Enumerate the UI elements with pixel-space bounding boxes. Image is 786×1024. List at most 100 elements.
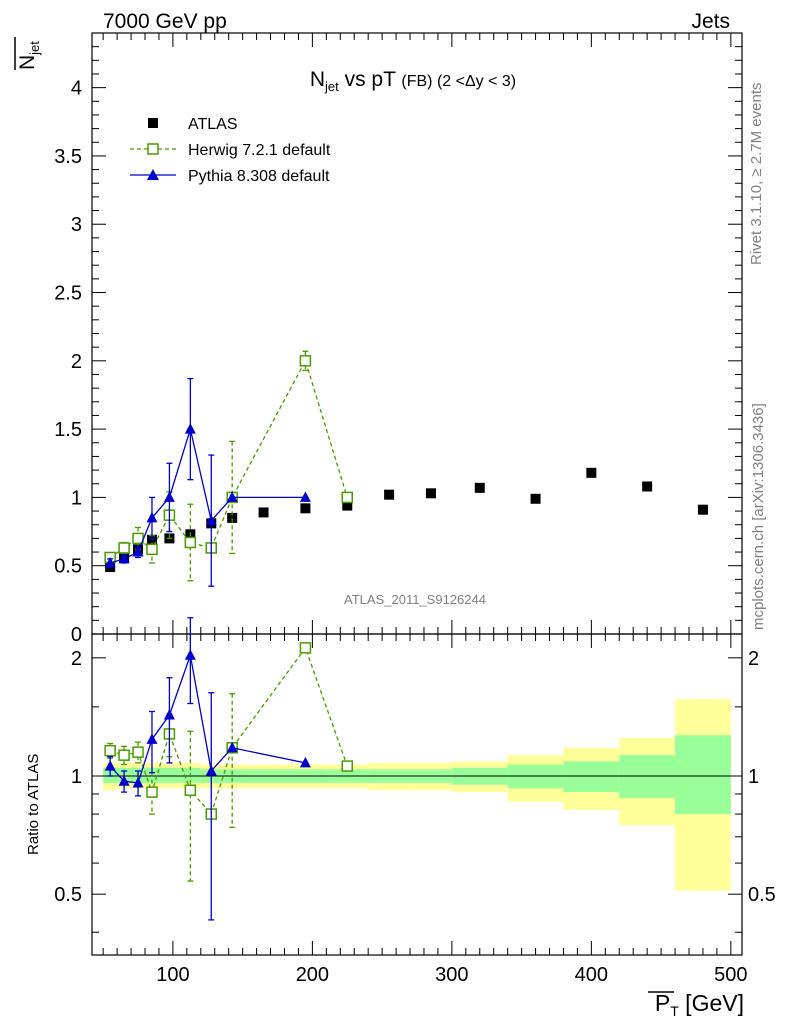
x-tick-label: 200 — [296, 964, 329, 986]
y-axis-label: Njet — [14, 37, 42, 70]
ratio-tick-label-right: 1 — [748, 766, 759, 788]
pythia-point — [184, 649, 196, 660]
band-inner — [158, 767, 180, 783]
pythia-point — [226, 491, 238, 502]
x-axis-label: PT [GeV] — [648, 990, 744, 1019]
ratio-y-axis-label: Ratio to ATLAS — [25, 754, 42, 855]
y-tick-label: 3.5 — [54, 146, 82, 168]
band-inner — [675, 735, 731, 815]
ratio-tick-label-right: 2 — [748, 648, 759, 670]
atlas-point — [474, 482, 485, 493]
legend-marker-atlas — [148, 118, 158, 128]
herwig-point — [299, 642, 312, 654]
ratio-tick-label: 2 — [71, 648, 82, 670]
pythia-point — [163, 491, 175, 502]
pythia-point — [104, 760, 116, 771]
legend-entry-pythia: Pythia 8.308 default — [130, 168, 330, 185]
pythia-point — [146, 511, 158, 523]
x-tick-label: 400 — [575, 964, 608, 986]
pythia-point — [226, 741, 238, 753]
y-tick-label: 1 — [71, 487, 82, 509]
title-mid: vs pT — [339, 68, 402, 91]
legend-entry-herwig: Herwig 7.2.1 default — [130, 142, 331, 159]
atlas-point — [642, 481, 653, 492]
pythia-point — [205, 764, 217, 776]
ylabel-sub: jet — [27, 41, 42, 56]
xlabel-sub: T — [670, 1003, 679, 1019]
svg-text:PT [GeV]: PT [GeV] — [655, 990, 744, 1019]
ratio-tick-label: 0.5 — [54, 884, 82, 906]
band-inner — [563, 761, 620, 793]
axes: 100 200 300 400 500 0 0.5 1 1.5 2 2.5 3 3.5 4 0.5 0.5 1 1… — [54, 32, 776, 986]
header-energy-label: 7000 GeV pp — [103, 10, 227, 33]
analysis-tag: ATLAS_2011_S9126244 — [344, 592, 486, 607]
pythia-point — [104, 556, 116, 568]
herwig-point — [184, 536, 197, 549]
rivet-label: Rivet 3.1.10, ≥ 2.7M events — [748, 83, 765, 266]
pythia-point — [132, 546, 144, 557]
y-tick-label: 2 — [71, 351, 82, 373]
y-tick-label: 0.5 — [54, 556, 82, 578]
y-tick-label: 1.5 — [54, 419, 82, 441]
x-tick-label: 500 — [714, 964, 747, 986]
data-marks — [104, 350, 708, 921]
herwig-line-main — [109, 359, 348, 559]
atlas-point — [342, 500, 353, 511]
pythia-point — [205, 514, 217, 526]
herwig-point — [146, 543, 158, 556]
legend-label-herwig: Herwig 7.2.1 default — [188, 142, 331, 159]
title-sub: jet — [324, 79, 339, 94]
plot-title: Njet vs pT (FB) (2 <Δy < 3) — [310, 68, 516, 94]
ratio-frame — [91, 633, 743, 956]
atlas-point — [697, 504, 708, 515]
pythia-point — [299, 756, 311, 768]
xlabel-unit: [GeV] — [679, 990, 744, 1016]
legend-marker-pythia — [147, 169, 159, 180]
y-tick-label: 4 — [71, 78, 82, 100]
ratio-tick-label-right: 0.5 — [748, 884, 776, 906]
pythia-point — [118, 552, 130, 564]
atlas-point — [530, 493, 541, 504]
herwig-line-ratio — [109, 646, 348, 816]
herwig-point — [341, 491, 354, 504]
pythia-point — [132, 776, 144, 788]
herwig-point — [132, 746, 144, 758]
atlas-point — [425, 488, 436, 499]
legend-entry-atlas: ATLAS — [148, 116, 238, 133]
herwig-point — [299, 355, 312, 367]
legend-label-pythia: Pythia 8.308 default — [188, 168, 330, 185]
pythia-point — [163, 709, 175, 720]
atlas-point — [146, 534, 157, 545]
xlabel-main: P — [655, 990, 670, 1016]
atlas-point — [258, 507, 269, 518]
herwig-point — [118, 542, 130, 554]
y-tick-label: 0 — [71, 624, 82, 646]
legend-marker-herwig — [147, 143, 159, 155]
herwig-point — [104, 744, 116, 757]
ratio-tick-label: 1 — [71, 766, 82, 788]
atlas-point — [586, 467, 597, 478]
herwig-point — [118, 749, 130, 761]
pythia-point — [299, 491, 311, 502]
title-main: N — [310, 68, 325, 91]
x-tick-label: 100 — [156, 964, 189, 986]
legend-label-atlas: ATLAS — [188, 116, 238, 133]
herwig-point — [184, 784, 197, 796]
y-tick-label: 2.5 — [54, 283, 82, 305]
atlas-point — [384, 489, 395, 500]
atlas-point — [300, 503, 311, 514]
pythia-point — [184, 423, 196, 434]
legend: ATLAS Herwig 7.2.1 default Pythia 8.308 … — [130, 116, 331, 185]
pythia-point — [118, 775, 130, 786]
header-jets-label: Jets — [691, 10, 730, 33]
y-tick-label: 3 — [71, 214, 82, 236]
svg-text:Njet: Njet — [16, 41, 42, 70]
ratio-uncertainty-bands — [103, 699, 731, 891]
herwig-point — [341, 760, 354, 772]
ylabel-main: N — [16, 55, 39, 70]
atlas-point — [227, 512, 238, 523]
pythia-point — [146, 733, 158, 744]
mcplots-label: mcplots.cern.ch [arXiv:1306.3436] — [750, 403, 767, 630]
x-tick-label: 300 — [435, 964, 468, 986]
